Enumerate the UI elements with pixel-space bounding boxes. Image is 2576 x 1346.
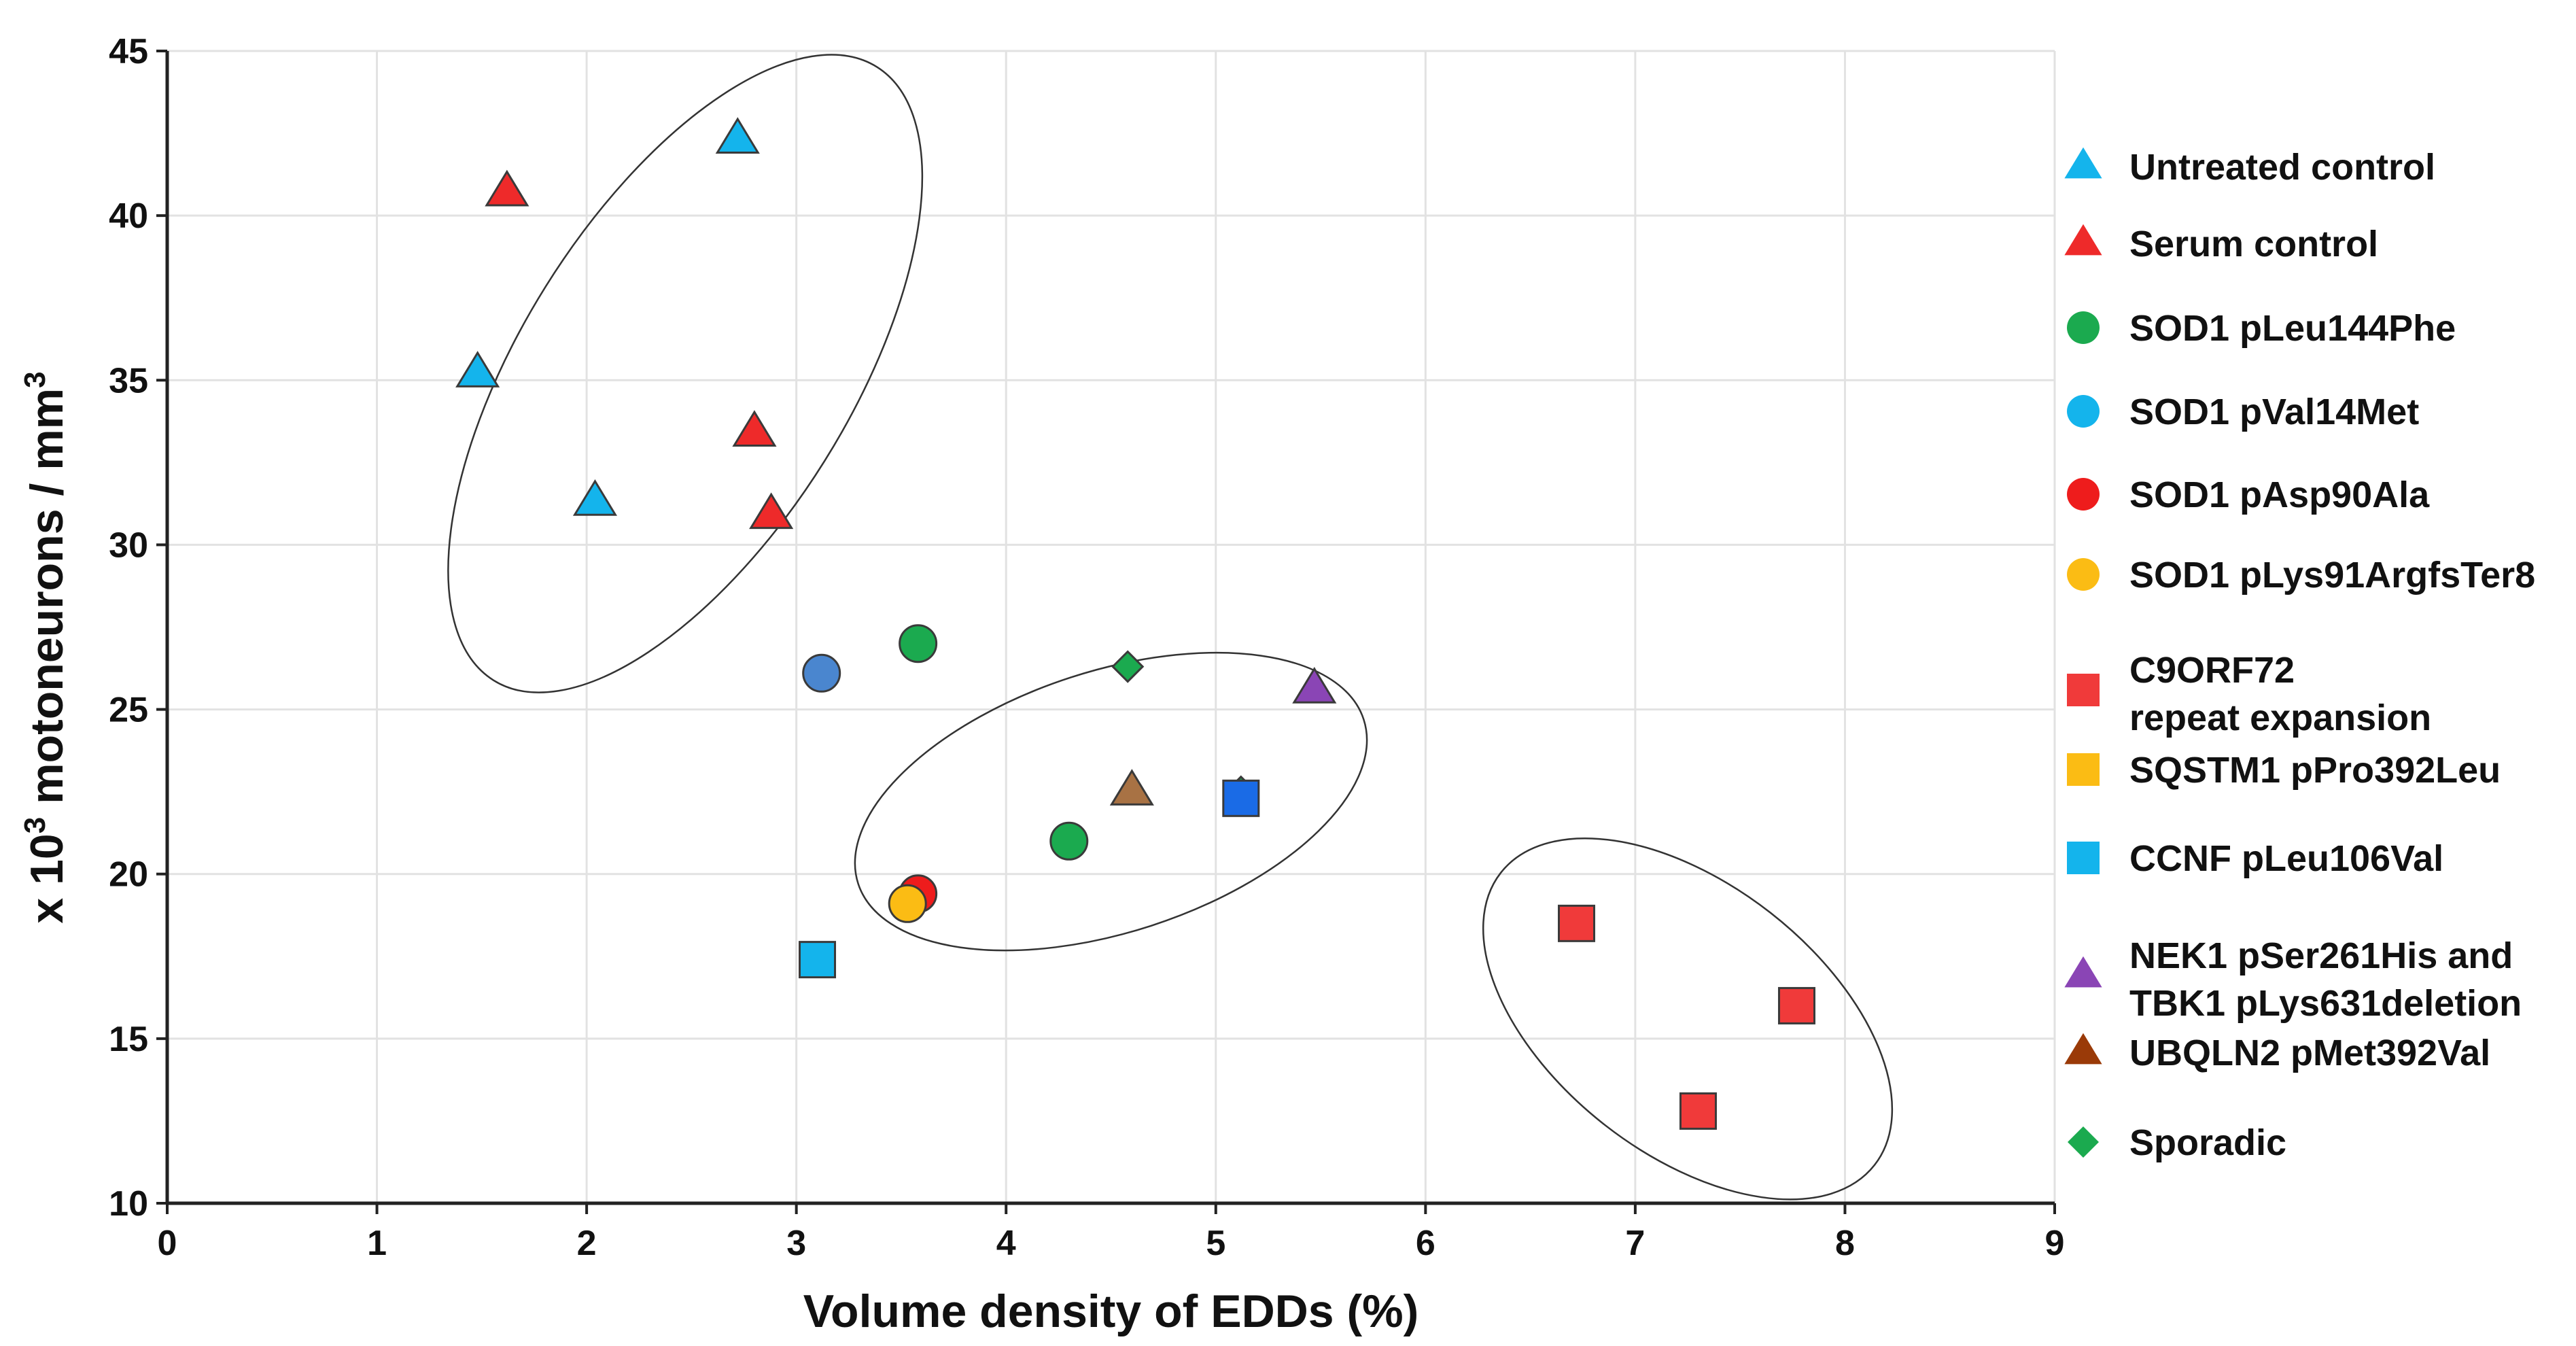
data-point-triangle — [1292, 666, 1337, 704]
y-tick-label: 25 — [109, 691, 148, 730]
grid-lines — [167, 50, 2056, 1203]
y-tick-label: 15 — [109, 1020, 148, 1059]
x-tick-label: 2 — [577, 1224, 597, 1263]
y-tick-label: 35 — [109, 361, 148, 400]
legend-marker-circle — [2067, 395, 2100, 428]
data-points — [455, 117, 1815, 1130]
legend-marker-square — [2067, 674, 2100, 706]
data-point-diamond — [1111, 650, 1145, 683]
data-point-square — [1777, 986, 1815, 1024]
y-tick-label: 40 — [109, 196, 148, 236]
data-point-triangle — [732, 410, 777, 447]
data-point-triangle — [455, 351, 500, 387]
legend-label: Serum control — [2129, 224, 2378, 264]
legend-label: Sporadic — [2129, 1122, 2286, 1163]
legend-label: UBQLN2 pMet392Val — [2129, 1033, 2490, 1073]
y-tick-label: 30 — [109, 525, 148, 565]
y-tick-label: 10 — [109, 1184, 148, 1224]
legend-label: SOD1 pVal14Met — [2129, 392, 2419, 432]
y-axis-title: x 103 motoneurons / mm3 — [18, 371, 73, 923]
legend-label: SOD1 pLeu144Phe — [2129, 308, 2456, 349]
x-tick-label: 5 — [1206, 1224, 1225, 1263]
y-tick-label: 45 — [109, 32, 148, 71]
cluster-ellipse — [854, 651, 1368, 952]
x-tick-label: 4 — [996, 1224, 1016, 1263]
legend-marker-triangle — [2064, 1033, 2102, 1065]
x-tick-label: 0 — [158, 1224, 177, 1263]
legend-marker-circle — [2067, 478, 2100, 511]
legend: Untreated control Serum control SOD1 pLeu1… — [2064, 147, 2535, 1163]
legend-label: Untreated control — [2129, 147, 2435, 188]
data-point-triangle — [715, 117, 760, 154]
x-tick-label: 7 — [1625, 1224, 1645, 1263]
x-axis-title: Volume density of EDDs (%) — [803, 1285, 1419, 1337]
y-axis-title-unit-superscript: 3 — [18, 371, 52, 387]
x-tick-label: 9 — [2045, 1224, 2065, 1263]
data-point-triangle — [572, 479, 618, 516]
legend-marker-triangle — [2064, 147, 2102, 179]
legend-label: C9ORF72 — [2129, 650, 2295, 691]
y-tick-label: 20 — [109, 855, 148, 895]
x-tick-label: 6 — [1416, 1224, 1435, 1263]
legend-label: TBK1 pLys631deletion — [2129, 983, 2522, 1024]
legend-marker-square — [2067, 753, 2100, 786]
data-point-circle — [888, 884, 927, 923]
data-point-circle — [899, 624, 938, 663]
legend-label: CCNF pLeu106Val — [2129, 838, 2443, 879]
data-point-square — [799, 941, 837, 979]
legend-marker-diamond — [2068, 1126, 2099, 1158]
legend-label: SQSTM1 pPro392Leu — [2129, 750, 2501, 791]
data-point-square — [1679, 1092, 1717, 1130]
y-axis-title-prefix: x 10 — [21, 833, 73, 923]
data-point-square — [1222, 779, 1260, 817]
x-tick-label: 8 — [1835, 1224, 1855, 1263]
data-point-triangle — [1109, 769, 1154, 806]
data-point-square — [1557, 904, 1595, 942]
cluster-ellipse — [1482, 838, 1894, 1201]
data-point-triangle — [749, 492, 794, 530]
legend-marker-triangle — [2064, 956, 2102, 988]
x-tick-label: 3 — [786, 1224, 806, 1263]
data-point-circle — [802, 653, 841, 693]
x-tick-label: 1 — [367, 1224, 387, 1263]
legend-label: SOD1 pAsp90Ala — [2129, 474, 2430, 515]
legend-label: SOD1 pLys91ArgfsTer8 — [2129, 555, 2535, 596]
legend-label: repeat expansion — [2129, 697, 2431, 738]
legend-label: NEK1 pSer261His and — [2129, 935, 2513, 976]
cluster-ellipse — [447, 54, 924, 693]
y-axis-title-unit: motoneurons / mm — [21, 388, 73, 817]
data-point-triangle — [485, 169, 529, 207]
legend-marker-circle — [2067, 311, 2100, 344]
y-axis-title-superscript: 3 — [18, 817, 52, 833]
legend-marker-circle — [2067, 558, 2100, 591]
data-point-circle — [1049, 821, 1089, 861]
legend-marker-triangle — [2064, 224, 2102, 256]
cluster-ellipses — [447, 54, 1894, 1201]
legend-marker-square — [2067, 842, 2100, 874]
